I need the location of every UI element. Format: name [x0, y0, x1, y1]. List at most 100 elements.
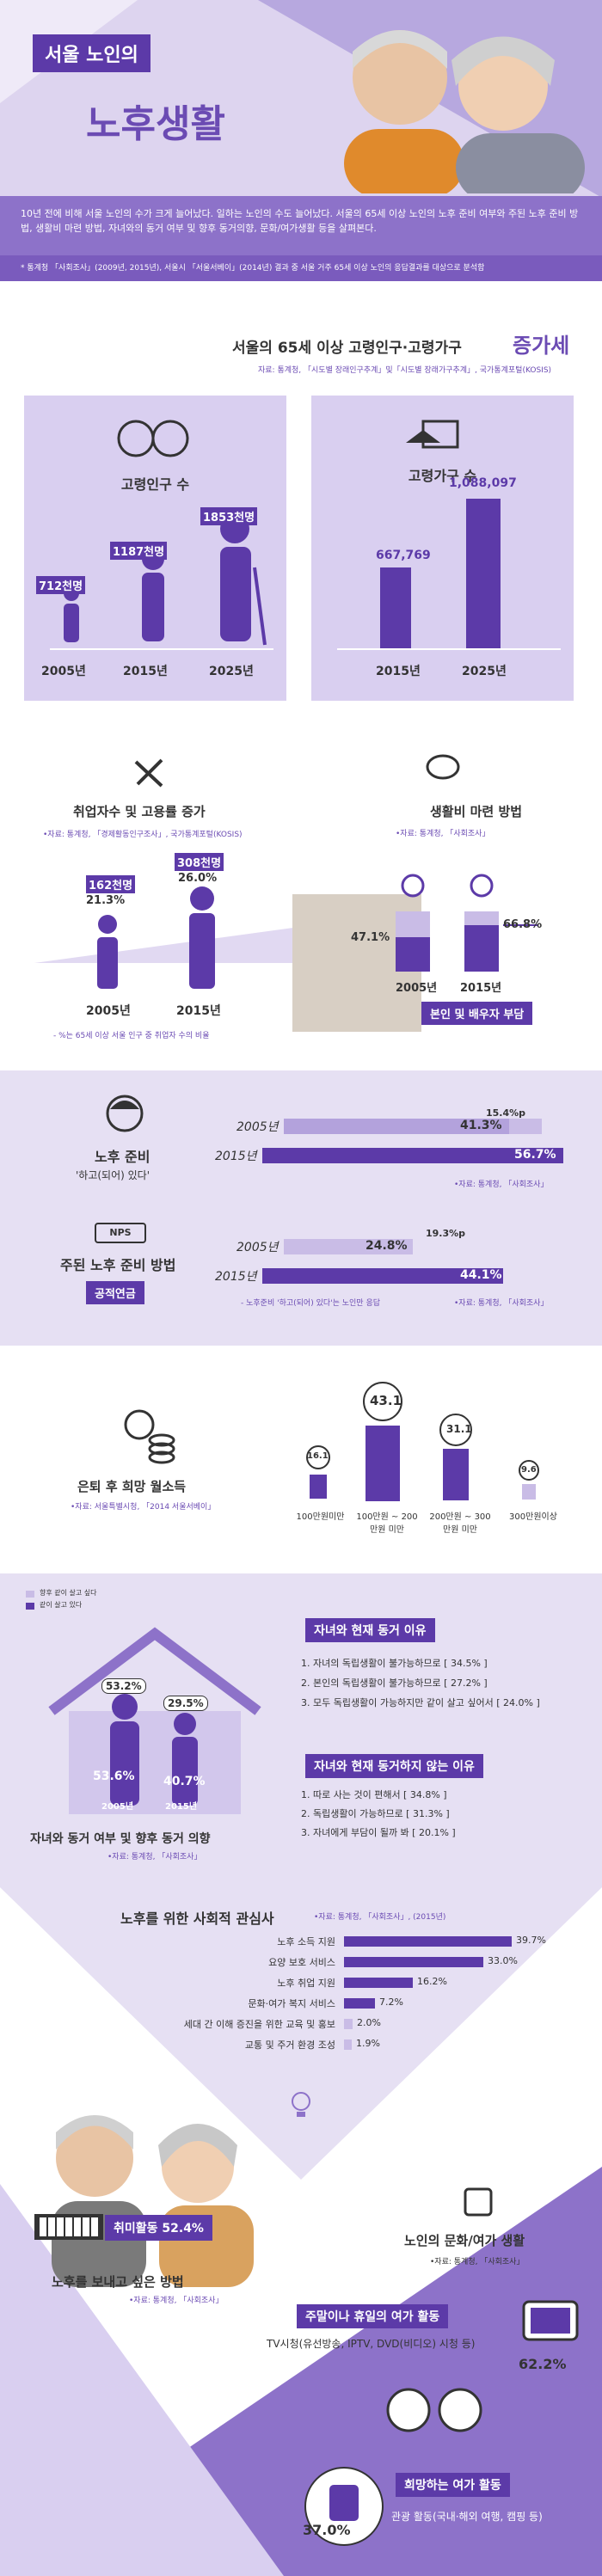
prep-year-2005: 2005년	[236, 1120, 279, 1134]
weekend-desc: TV시청(유선방송, IPTV, DVD(비디오) 시청 등)	[267, 2338, 476, 2350]
pop-year-2005: 2005년	[41, 665, 86, 678]
living-cost-label: 본인 및 배우자 부담	[421, 1002, 533, 1025]
note-box: * 통계청 「사회조사」(2009년, 2015년), 서울시 「서울서베이」(…	[0, 255, 602, 281]
interest-value: 1.9%	[356, 2038, 380, 2049]
cohabitation-source: •자료: 통계청, 「사회조사」	[108, 1853, 202, 1861]
emp-rate-2015: 26.0%	[178, 872, 218, 885]
elderly-household-chart	[337, 420, 561, 650]
title-small: 서울 노인의	[33, 34, 150, 72]
method-title: 주된 노후 준비 방법	[60, 1257, 176, 1273]
culture-source: •자료: 통계청, 「사회조사」	[430, 2258, 525, 2266]
wish-source: •자료: 통계청, 「사회조사」	[129, 2297, 224, 2305]
interest-value: 39.7%	[516, 1935, 546, 1946]
prep-value-2005: 41.3%	[460, 1119, 502, 1132]
living-cost-source: •자료: 통계청, 「사회조사」	[396, 830, 490, 838]
section1-source: 자료: 통계청, 「시도별 장래인구추계」및「시도별 장래가구추계」, 국가통계…	[258, 366, 552, 375]
interest-label: 세대 간 이해 증진을 위한 교육 및 홍보	[183, 2019, 335, 2030]
noreasons-title: 자녀와 현재 동거하지 않는 이유	[305, 1754, 483, 1778]
income-value-1: 16.1	[307, 1451, 329, 1461]
interest-bar	[344, 1998, 375, 2009]
interest-value: 2.0%	[357, 2017, 381, 2028]
interest-bar	[344, 1978, 413, 1988]
social-interest-chart: 노후 소득 지원 39.7% 요양 보호 서비스 33.0% 노후 취업 지원 …	[52, 1935, 568, 2064]
hh-value-2025: 1,088,097	[449, 476, 517, 490]
elderly-faces-icon	[386, 2388, 482, 2432]
emp-value-2015: 308천명	[175, 853, 224, 871]
elderly-population-title: 고령인구 수	[120, 476, 190, 493]
cohab-year-2005: 2005년	[101, 1802, 134, 1812]
interest-label: 노후 소득 지원	[277, 1936, 335, 1947]
current-value-2015: 40.7%	[163, 1775, 206, 1788]
pop-year-2025: 2025년	[209, 665, 254, 678]
noreason-item: 2. 독립생활이 가능하므로 [ 31.3% ]	[301, 1808, 450, 1819]
elderly-population-panel: 고령인구 수 712천명 1187천명 1853천명 2005년 2015년 2…	[24, 396, 286, 701]
piano-keys	[40, 2217, 98, 2236]
nps-logo: NPS	[95, 1223, 146, 1243]
method-note: - 노후준비 '하고(되어) 있다'는 노인만 응답	[241, 1299, 381, 1308]
interest-value: 33.0%	[488, 1955, 518, 1966]
income-chart	[306, 1382, 539, 1501]
noreasons-list: 1. 따로 사는 것이 편해서 [ 34.8% ] 2. 독립생활이 가능하므로…	[301, 1786, 456, 1843]
income-source: •자료: 서울특별시청, 「2014 서울서베이」	[71, 1503, 216, 1512]
wish-title: 노후를 보내고 싶은 방법	[52, 2274, 184, 2290]
prep-source: •자료: 통계청, 「사회조사」	[454, 1181, 549, 1189]
section1-title-emph: 증가세	[513, 334, 570, 358]
weekend-value: 62.2%	[519, 2356, 567, 2372]
pop-value-2025: 1853천명	[200, 507, 258, 525]
method-source: •자료: 통계청, 「사회조사」	[454, 1299, 549, 1308]
hh-year-2015: 2015년	[376, 665, 421, 678]
interest-label: 교통 및 주거 환경 조성	[244, 2039, 335, 2051]
emp-value-2005: 162천명	[86, 875, 136, 893]
prep-value-2015: 56.7%	[514, 1148, 556, 1162]
pop-value-2005: 712천명	[36, 576, 86, 594]
method-value-2015: 44.1%	[460, 1268, 502, 1282]
noreason-item: 3. 자녀에게 부담이 될까 봐 [ 20.1% ]	[301, 1827, 456, 1838]
lightbulb-icon	[292, 2092, 310, 2117]
method-bar-2015	[262, 1268, 503, 1284]
intro-text: 10년 전에 비해 서울 노인의 수가 크게 늘어났다. 일하는 노인의 수도 …	[21, 208, 579, 234]
theater-icon	[464, 2187, 493, 2217]
page-title: 노후생활	[86, 102, 225, 146]
future-value-2005: 53.2%	[101, 1678, 146, 1694]
method-value-2005: 24.8%	[366, 1239, 408, 1253]
income-label-3: 200만원 ~ 300만원 미만	[429, 1512, 491, 1535]
employment-note: - %는 65세 이상 서울 인구 중 취업자 수의 비율	[53, 1032, 210, 1040]
income-value-2: 43.1	[370, 1393, 402, 1408]
living-year-2015: 2015년	[460, 982, 502, 995]
method-diff: 19.3%p	[426, 1228, 466, 1239]
legend-current-swatch	[26, 1603, 34, 1610]
method-year-2015: 2015년	[215, 1270, 257, 1284]
interest-bar	[344, 1936, 512, 1947]
hope-desc: 관광 활동(국내·해외 여행, 캠핑 등)	[391, 2511, 543, 2523]
method-badge: 공적연금	[86, 1281, 144, 1304]
interest-value: 16.2%	[417, 1976, 447, 1987]
reason-item: 2. 본인의 독립생활이 불가능하므로 [ 27.2% ]	[301, 1677, 488, 1689]
income-label-2: 100만원 ~ 200만원 미만	[356, 1512, 418, 1535]
interest-bar	[344, 1957, 483, 1967]
prep-diff: 15.4%p	[486, 1107, 526, 1119]
piano-icon	[34, 2214, 103, 2240]
income-value-3: 31.1	[446, 1423, 472, 1435]
living-cost-title: 생활비 마련 방법	[430, 804, 523, 819]
elderly-woman-icon	[106, 1095, 144, 1132]
living-value-2015: 66.8%	[503, 918, 543, 931]
tv-icon	[522, 2300, 579, 2341]
elderly-household-title: 고령가구 수	[408, 468, 477, 484]
employment-title: 취업자수 및 고용률 증가	[73, 804, 206, 819]
interest-bar	[344, 2019, 353, 2029]
section1-title: 서울의 65세 이상 고령인구·고령가구	[232, 340, 462, 357]
interest-label: 요양 보호 서비스	[268, 1957, 335, 1968]
prep-bar-2005-fill	[284, 1119, 509, 1134]
legend-current-label: 같이 살고 있다	[40, 1601, 83, 1609]
reasons-title: 자녀와 현재 동거 이유	[305, 1618, 435, 1642]
hh-value-2015: 667,769	[376, 549, 431, 562]
hobby-label: 취미활동 52.4%	[105, 2215, 212, 2241]
current-value-2005: 53.6%	[93, 1769, 135, 1783]
elderly-couple-photo	[344, 30, 585, 193]
pop-value-2015: 1187천명	[110, 542, 168, 560]
hope-value: 37.0%	[303, 2522, 351, 2538]
prep-bar-2015	[262, 1148, 563, 1163]
preparation-subtitle: '하고(되어) 있다'	[76, 1169, 150, 1181]
emp-rate-2005: 21.3%	[86, 894, 126, 907]
